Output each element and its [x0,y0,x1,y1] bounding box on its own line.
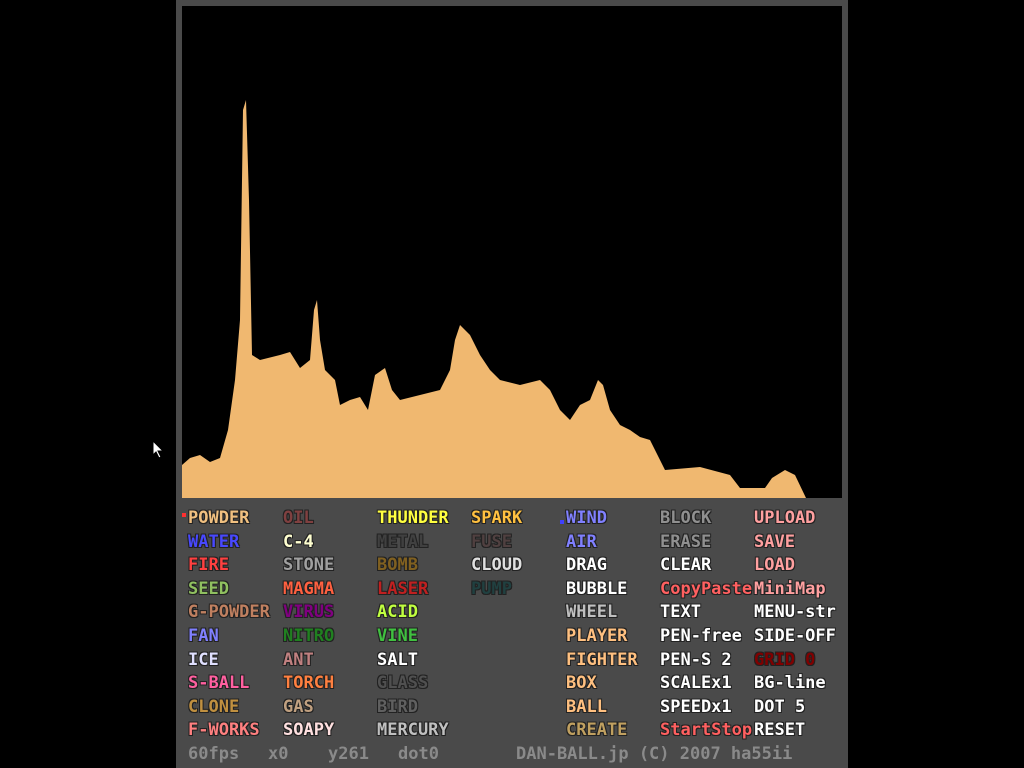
menu-button[interactable]: SALT [377,649,418,670]
menu-button[interactable]: GLASS [377,673,429,694]
menu-button[interactable]: TEXT [660,602,701,623]
menu-button[interactable]: STONE [283,555,335,576]
cursor-x: x0 [268,744,289,764]
menu-button[interactable]: LASER [377,578,429,599]
menu-button[interactable]: FUSE [471,531,512,552]
powder [182,100,806,498]
dot-count: dot0 [398,744,439,764]
menu-button[interactable]: PLAYER [566,626,628,646]
menu-button[interactable]: SIDE-OFF [754,626,836,646]
game-frame [176,0,848,768]
menu-button[interactable]: PEN-free [660,626,742,646]
menu-button[interactable]: F-WORKS [188,720,260,741]
menu-button[interactable]: GAS [283,696,314,717]
menu-button[interactable]: MiniMap [754,578,826,599]
menu-button[interactable]: METAL [377,531,429,552]
menu-button[interactable]: BOX [566,673,597,694]
menu-button[interactable]: DOT 5 [754,696,806,717]
menu-button[interactable]: MERCURY [377,720,449,741]
menu-button[interactable]: SOAPY [283,720,335,741]
menu-button[interactable]: OIL [283,508,314,528]
menu-button[interactable]: ERASE [660,531,712,552]
menu-button[interactable]: AIR [566,531,597,552]
menu-button[interactable]: SPARK [471,508,523,528]
menu-button[interactable]: CopyPaste [660,578,753,599]
menu-button[interactable]: MENU-str [754,602,836,623]
menu-button[interactable]: VINE [377,626,418,646]
menu-button[interactable]: StartStop [660,720,753,741]
menu-button[interactable]: GRID 0 [754,649,816,670]
menu-button[interactable]: BLOCK [660,508,712,528]
selected-marker [560,520,564,524]
menu-button[interactable]: BUBBLE [566,578,628,599]
menu-button[interactable]: CLONE [188,696,240,717]
menu-button[interactable]: BIRD [377,696,418,717]
mouse-cursor [152,440,165,459]
menu-button[interactable]: SCALEx1 [660,673,732,694]
menu-button[interactable]: BOMB [377,555,418,576]
menu-button[interactable]: LOAD [754,555,795,576]
menu-button[interactable]: WATER [188,531,240,552]
cursor-y: y261 [328,744,369,764]
menu-button[interactable]: WHEEL [566,602,618,623]
menu-button[interactable]: TORCH [283,673,335,694]
menu-button[interactable]: CLOUD [471,555,523,576]
menu-button[interactable]: VIRUS [283,602,335,623]
menu-button[interactable]: CLEAR [660,555,712,576]
menu-button[interactable]: RESET [754,720,806,741]
selected-marker [182,513,186,517]
menu-button[interactable]: NITRO [283,626,335,646]
menu-button[interactable]: ANT [283,649,314,670]
menu-button[interactable]: DRAG [566,555,607,576]
menu-button[interactable]: C-4 [283,531,314,552]
menu-button[interactable]: BG-line [754,673,826,694]
menu-button[interactable]: SAVE [754,531,795,552]
menu-button[interactable]: FIGHTER [566,649,638,670]
menu-button[interactable]: SPEEDx1 [660,696,732,717]
fps: 60fps [188,744,240,764]
menu-button[interactable]: FAN [188,626,219,646]
menu-button[interactable]: CREATE [566,720,628,741]
menu-button[interactable]: ACID [377,602,418,623]
play-field [182,6,842,498]
menu-button[interactable]: ICE [188,649,219,670]
powder-pile [182,100,806,498]
menu-button[interactable]: FIRE [188,555,229,576]
menu-button[interactable]: G-POWDER [188,602,270,623]
menu-button[interactable]: THUNDER [377,508,449,528]
menu-button[interactable]: S-BALL [188,673,250,694]
menu-button[interactable]: UPLOAD [754,508,816,528]
menu-button[interactable]: BALL [566,696,607,717]
menu-button[interactable]: PEN-S 2 [660,649,732,670]
credit: DAN-BALL.jp (C) 2007 ha55ii [516,744,793,764]
menu-button[interactable]: MAGMA [283,578,335,599]
menu-button[interactable]: SEED [188,578,229,599]
menu-button[interactable]: WIND [566,508,607,528]
menu-button[interactable]: POWDER [188,508,250,528]
menu-button[interactable]: PUMP [471,578,512,599]
